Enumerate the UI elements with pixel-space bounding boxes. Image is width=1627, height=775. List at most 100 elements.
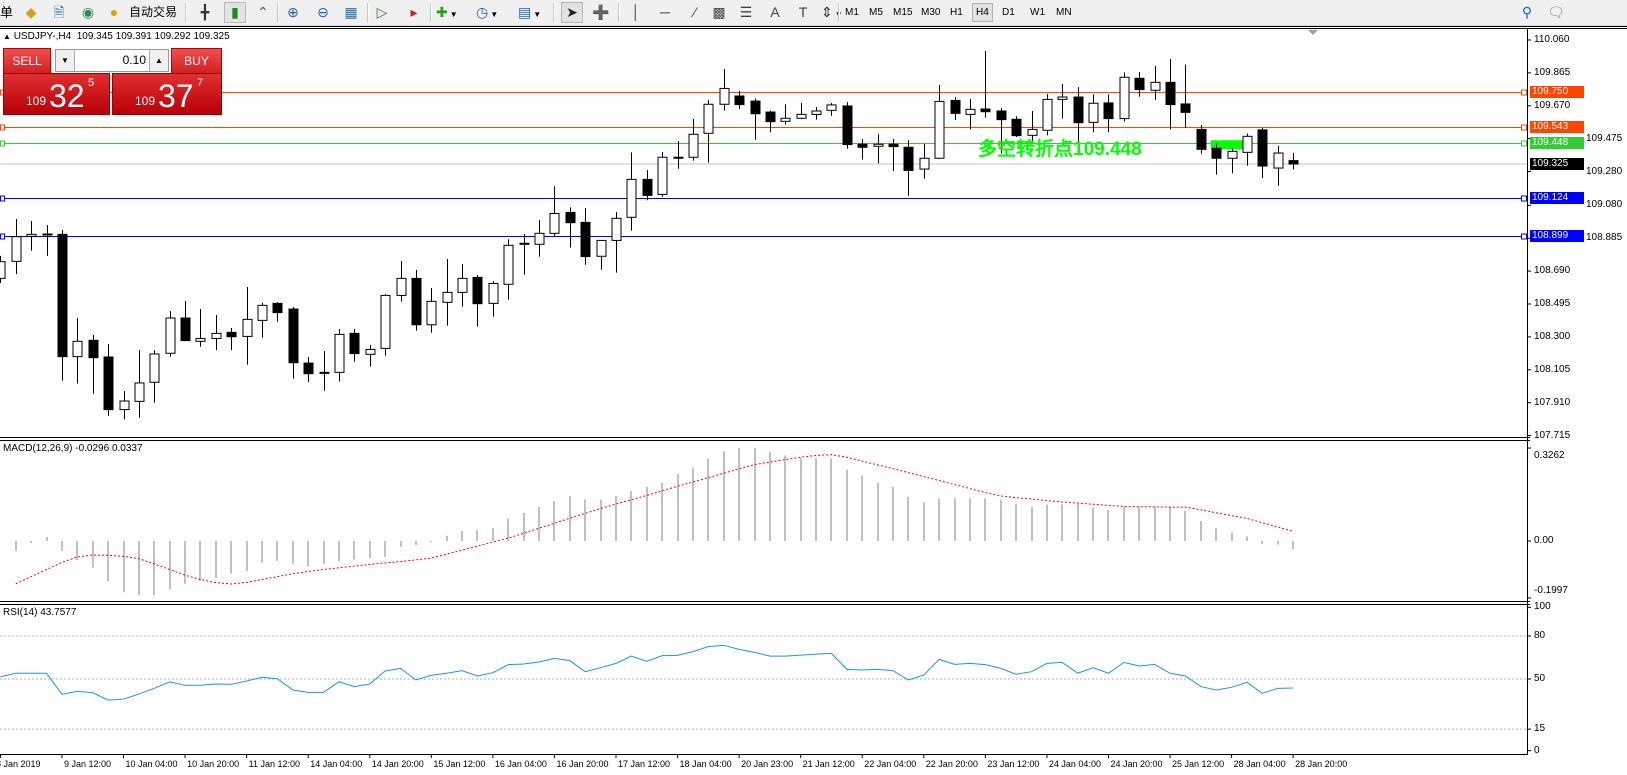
candle bbox=[873, 134, 884, 164]
candle-body bbox=[888, 143, 899, 148]
auto-scroll-icon[interactable]: ▷ bbox=[376, 4, 388, 20]
candle-body bbox=[488, 282, 499, 304]
candle-body bbox=[1150, 81, 1161, 91]
lot-size-stepper[interactable]: ▼ 0.10 ▲ bbox=[55, 49, 169, 72]
lot-decrease-button[interactable]: ▼ bbox=[56, 50, 75, 71]
candle bbox=[980, 50, 991, 118]
chart-shift-icon[interactable]: ▸ bbox=[410, 4, 418, 20]
macd-histogram-bar bbox=[153, 541, 155, 596]
candle bbox=[349, 328, 360, 362]
candle-body bbox=[319, 371, 330, 374]
timeframe-mn[interactable]: MN bbox=[1056, 7, 1072, 18]
tile-windows-icon[interactable]: ▦ bbox=[344, 4, 358, 20]
macd-histogram-bar bbox=[1015, 503, 1017, 541]
templates-icon[interactable]: ▤ ▼ bbox=[518, 4, 542, 20]
macd-histogram-bar bbox=[584, 499, 586, 541]
candle bbox=[26, 221, 37, 251]
equidistant-channel-icon[interactable]: ▩ bbox=[712, 4, 726, 20]
cursor-icon[interactable]: ➤ bbox=[561, 2, 583, 23]
candle-body bbox=[1196, 128, 1207, 150]
crosshair-icon[interactable]: ➕ bbox=[592, 4, 610, 20]
macd-histogram-bar bbox=[553, 501, 555, 541]
price-tick-label: 108.690 bbox=[1534, 265, 1571, 277]
zoom-in-icon[interactable]: ⊕ bbox=[287, 4, 299, 20]
navigator-icon[interactable]: 🗎 bbox=[53, 4, 65, 20]
search-icon[interactable]: ⚲ bbox=[1521, 4, 1533, 20]
candle bbox=[596, 239, 607, 270]
macd-histogram-bar bbox=[1200, 521, 1202, 541]
vertical-line-icon[interactable]: │ bbox=[631, 4, 641, 20]
time-label: 11 Jan 12:00 bbox=[248, 759, 301, 769]
candle-body bbox=[1119, 76, 1130, 120]
lot-size-input[interactable]: 0.10 bbox=[122, 53, 146, 67]
candle-body bbox=[88, 339, 99, 359]
header-symbol: USDJPY-,H4 bbox=[13, 31, 72, 42]
candle bbox=[242, 286, 253, 365]
zoom-out-icon[interactable]: ⊖ bbox=[317, 4, 329, 20]
lot-increase-button[interactable]: ▲ bbox=[149, 50, 168, 71]
candle-body bbox=[811, 110, 822, 115]
candle bbox=[1057, 84, 1068, 119]
indicators-icon[interactable]: ✚ ▼ bbox=[436, 4, 458, 20]
chat-icon[interactable]: 🗨 bbox=[1547, 4, 1565, 20]
line-handle bbox=[0, 233, 5, 240]
text-icon[interactable]: A bbox=[770, 4, 780, 20]
timeframe-m30[interactable]: M30 bbox=[921, 7, 941, 18]
candle-body bbox=[1134, 77, 1145, 91]
candle-body bbox=[1103, 102, 1114, 120]
text-label-icon[interactable]: T bbox=[798, 4, 808, 20]
timeframe-w1[interactable]: W1 bbox=[1030, 7, 1045, 18]
periodicity-icon[interactable]: ◷ ▼ bbox=[476, 4, 499, 20]
candlestick-chart-icon[interactable]: ▮ bbox=[224, 2, 246, 23]
candle bbox=[211, 314, 222, 351]
candle bbox=[888, 139, 899, 172]
macd-histogram-bar bbox=[738, 448, 740, 541]
bar-chart-icon[interactable]: ╋ bbox=[200, 4, 210, 20]
buy-button[interactable]: BUY bbox=[171, 48, 222, 74]
candle-body bbox=[1273, 152, 1284, 169]
line-handle bbox=[0, 124, 5, 131]
timeframe-m15[interactable]: M15 bbox=[893, 7, 913, 18]
price-tick-label: 109.670 bbox=[1534, 99, 1571, 111]
rsi-axis-label: 15 bbox=[1534, 723, 1546, 735]
buy-price-button[interactable]: 109 37 7 bbox=[112, 73, 222, 115]
macd-histogram-bar bbox=[92, 541, 94, 568]
timeframe-m5[interactable]: M5 bbox=[869, 7, 883, 18]
new-order-button[interactable]: 单 bbox=[0, 5, 14, 20]
auto-trading-icon[interactable]: ● bbox=[109, 4, 119, 20]
macd-histogram-bar bbox=[415, 541, 417, 546]
macd-label: MACD(12,26,9) -0.0296 0.0337 bbox=[3, 443, 143, 454]
candle bbox=[534, 220, 545, 257]
macd-histogram-bar bbox=[969, 498, 971, 541]
sell-button[interactable]: SELL bbox=[3, 48, 51, 74]
candle-body bbox=[26, 233, 37, 237]
timeframe-m1[interactable]: M1 bbox=[845, 7, 859, 18]
candle bbox=[703, 100, 714, 163]
timeframe-h1[interactable]: H1 bbox=[950, 7, 963, 18]
signals-icon[interactable]: ◉ bbox=[81, 4, 95, 20]
candle-body bbox=[472, 276, 483, 305]
trendline-icon[interactable]: ∕ bbox=[693, 4, 697, 20]
candle-body bbox=[611, 217, 622, 241]
candle-body bbox=[257, 304, 268, 321]
sell-price-button[interactable]: 109 32 5 bbox=[3, 73, 110, 115]
metaeditor-icon[interactable]: ◆ bbox=[25, 4, 37, 20]
fibonacci-icon[interactable]: ☰ bbox=[739, 4, 753, 20]
candle bbox=[488, 281, 499, 317]
timeframe-h4[interactable]: H4 bbox=[972, 3, 993, 22]
macd-histogram-bar bbox=[538, 506, 540, 541]
timeframe-d1[interactable]: D1 bbox=[1002, 7, 1015, 18]
candle bbox=[657, 152, 668, 197]
horizontal-line-icon[interactable]: ─ bbox=[660, 4, 670, 20]
macd-histogram-bar bbox=[1138, 506, 1140, 541]
candle-body bbox=[980, 108, 991, 113]
candle-body bbox=[580, 221, 591, 258]
time-label: 15 Jan 12:00 bbox=[433, 759, 486, 769]
candle bbox=[88, 335, 99, 394]
line-chart-icon[interactable]: ⌃ bbox=[257, 4, 269, 20]
macd-histogram-bar bbox=[923, 502, 925, 541]
price-tick-label: 109.865 bbox=[1534, 66, 1571, 78]
auto-trading-label[interactable]: 自动交易 bbox=[128, 5, 177, 19]
toolbar-separator bbox=[367, 3, 369, 22]
